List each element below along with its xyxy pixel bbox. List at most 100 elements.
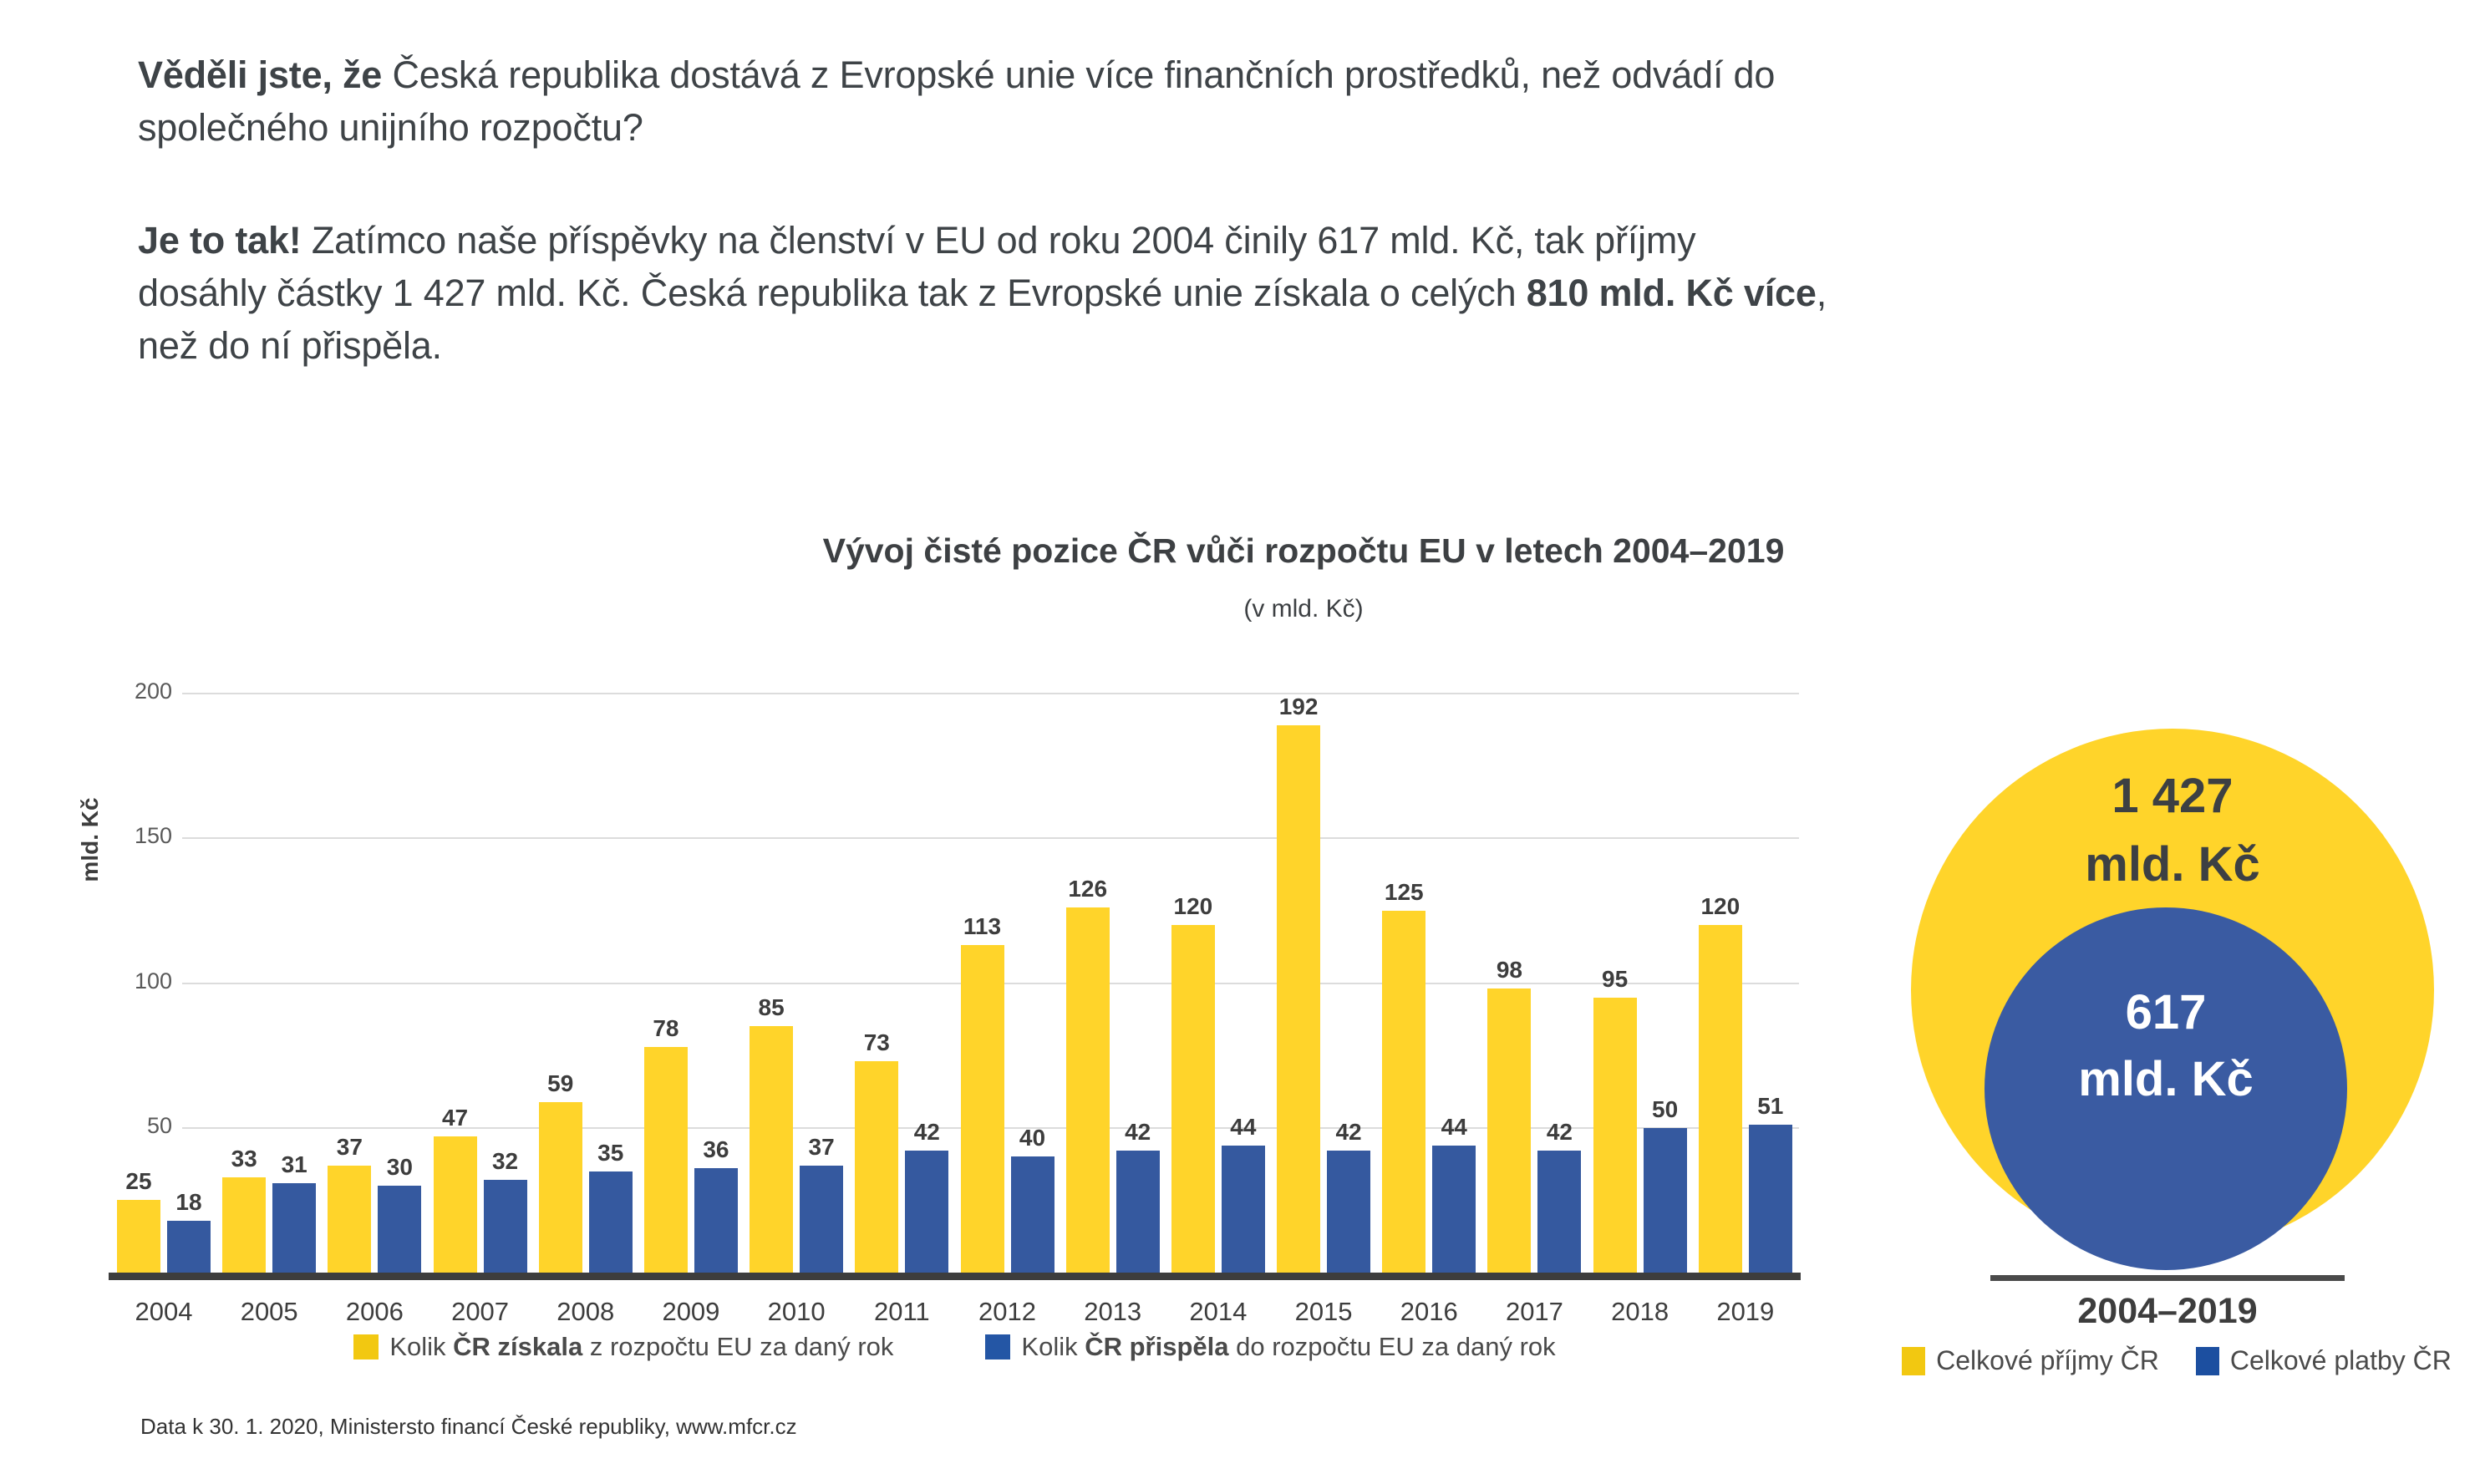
x-axis-year-label: 2015 [1294,1297,1353,1326]
x-axis-year-label: 2011 [873,1297,930,1326]
bar [1643,1127,1687,1273]
x-axis-year-label: 2014 [1189,1297,1248,1326]
x-axis-year-label: 2008 [556,1297,615,1326]
bar-column: 42 [1327,694,1371,1273]
bar-column: 126 [1065,694,1110,1273]
x-axis-year-label: 2004 [135,1297,193,1326]
legend-received-pre: Kolik [389,1332,454,1361]
bar-column: 31 [272,694,317,1273]
bar-group-2018: 95 50 [1593,694,1687,1273]
bar-value-label: 44 [1441,1113,1467,1140]
bar-value-label: 25 [125,1168,152,1195]
bar-chart-plot: 50 100 150 200 25 18 33 31 37 30 47 32 59 35 78 36 85 37… [109,678,1801,1280]
bar-group-2014: 120 44 [1171,694,1265,1273]
chart-subtitle: (v mld. Kč) [1243,595,1364,623]
bar [1277,725,1321,1273]
bar-value-label: 40 [1019,1125,1046,1151]
source-note: Data k 30. 1. 2020, Ministersto financí … [140,1414,797,1439]
chart-title: Vývoj čisté pozice ČR vůči rozpočtu EU v… [822,531,1785,570]
legend-item-contributed: Kolik ČR přispěla do rozpočtu EU za daný… [985,1332,1556,1362]
intro-text: Věděli jste, že Česká republika dostává … [138,48,2394,372]
bar [960,945,1004,1273]
bar-column: 42 [1115,694,1160,1273]
intro-paragraph-2: Je to tak! Zatímco naše příspěvky na čle… [138,214,2394,372]
bar-column: 50 [1643,694,1687,1273]
bar-group-2011: 73 42 [855,694,949,1273]
bar-value-label: 192 [1278,694,1319,719]
bar-column: 30 [378,694,422,1273]
bar-group-2010: 85 37 [750,694,844,1273]
bar-group-2012: 113 40 [960,694,1055,1273]
bar-column: 25 [117,694,160,1273]
bar [117,1200,160,1273]
legend-swatch-yellow-icon [353,1334,379,1359]
bar-column: 40 [1010,694,1055,1273]
legend-item-total-payments: Celkové platby ČR [2195,1345,2452,1376]
year-labels: 2004 2005 2006 2007 2008 2009 2010 2011 2012 2013… [109,1297,1801,1327]
bar-value-label: 78 [653,1014,679,1041]
bar-value-label: 42 [913,1119,940,1146]
total-payments-unit: mld. Kč [2078,1052,2254,1106]
bar-group-2019: 120 51 [1698,694,1792,1273]
legend-contributed-post: do rozpočtu EU za daný rok [1228,1332,1556,1361]
bar-group-2004: 25 18 [117,694,211,1273]
bar-group-2008: 59 35 [538,694,633,1273]
gridline-150 [182,837,1799,840]
bar-value-label: 42 [1125,1119,1151,1146]
bar [1010,1156,1055,1273]
bar-column: 33 [222,694,267,1273]
bar-column: 113 [960,694,1004,1273]
bar [538,1101,582,1273]
bar-value-label: 113 [963,913,1002,940]
total-revenue-unit: mld. Kč [2085,837,2260,892]
x-axis-year-label: 2018 [1611,1297,1669,1326]
bar-column: 37 [800,694,844,1273]
legend-swatch-total-payments-icon [2195,1346,2219,1375]
intro-p1-rest: Česká republika dostává z Evropské unie … [138,53,1776,149]
bar-column: 42 [1537,694,1582,1273]
x-axis-year-label: 2006 [345,1297,404,1326]
bar-value-label: 37 [336,1133,363,1160]
bar [1698,925,1742,1273]
bar-group-2007: 47 32 [433,694,527,1273]
legend-contributed-bold: ČR přispěla [1085,1332,1229,1361]
legend-item-total-revenue: Celkové příjmy ČR [1902,1345,2159,1376]
intro-p2-tail: , než do ní přispěla. [138,272,1827,367]
bar-column: 36 [694,694,738,1273]
bar-column: 42 [905,694,949,1273]
bar-value-label: 35 [597,1139,624,1166]
y-tick-label-50: 50 [146,1112,172,1138]
legend-text-total-revenue: Celkové příjmy ČR [1936,1345,2159,1375]
x-axis-year-label: 2005 [240,1297,298,1326]
bar-value-label: 37 [808,1133,835,1160]
circle-diagram-legend: Celkové příjmy ČR Celkové platby ČR [1880,1345,2473,1376]
bar-value-label: 51 [1757,1093,1784,1120]
bar-group-2013: 126 42 [1065,694,1160,1273]
y-tick-label-200: 200 [134,678,172,704]
bar [643,1046,688,1273]
bar-column: 37 [328,694,372,1273]
bar-column: 32 [483,694,527,1273]
total-payments-amount: 617 [2125,985,2207,1039]
legend-item-received: Kolik ČR získala z rozpočtu EU za daný r… [353,1332,893,1362]
intro-p2-bold: Je to tak! [138,219,302,262]
bar [1171,925,1215,1273]
x-axis-year-label: 2010 [767,1297,826,1326]
bar-value-label: 50 [1652,1095,1679,1122]
intro-p2-mid: Zatímco naše příspěvky na členství v EU … [138,219,1696,314]
bar-value-label: 36 [703,1136,729,1163]
bar-value-label: 42 [1335,1119,1362,1146]
legend-received-post: z rozpočtu EU za daný rok [582,1332,894,1361]
bar-column: 98 [1487,694,1532,1273]
bar-value-label: 42 [1546,1119,1573,1146]
bar [1593,997,1637,1273]
bar-value-label: 126 [1068,876,1108,902]
bar-column: 18 [167,694,211,1273]
x-axis-year-label: 2017 [1505,1297,1563,1326]
bar-value-label: 33 [231,1145,257,1171]
total-revenue-amount: 1 427 [2112,769,2234,823]
bar [855,1061,899,1273]
bar [800,1165,844,1273]
gridline-200 [182,693,1799,694]
bar-value-label: 120 [1700,893,1741,920]
